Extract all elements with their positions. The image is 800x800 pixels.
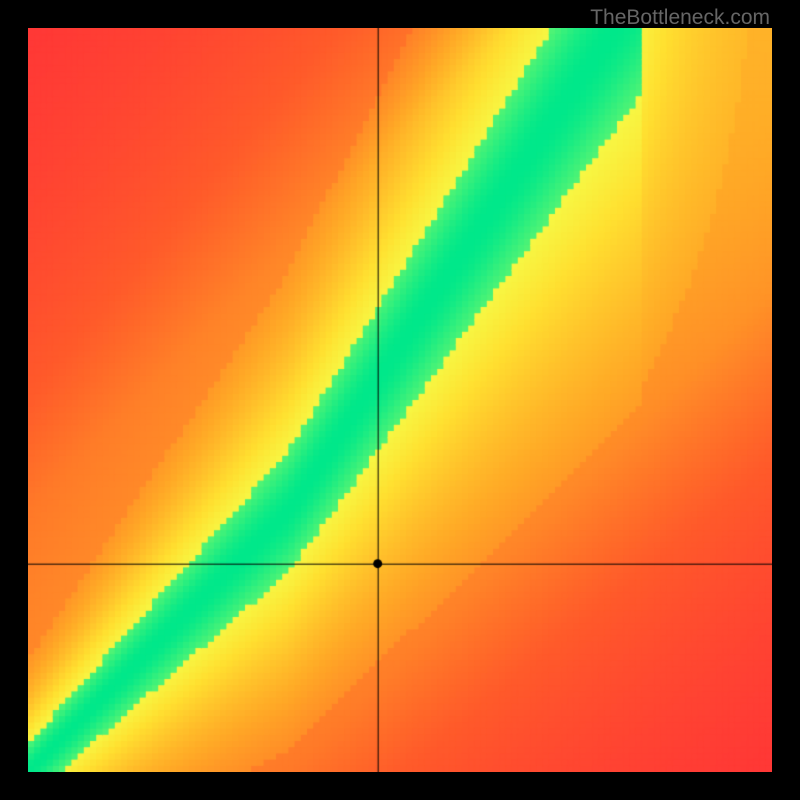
chart-container: TheBottleneck.com <box>0 0 800 800</box>
heatmap-plot <box>28 28 772 772</box>
heatmap-canvas <box>28 28 772 772</box>
watermark-text: TheBottleneck.com <box>590 6 770 30</box>
